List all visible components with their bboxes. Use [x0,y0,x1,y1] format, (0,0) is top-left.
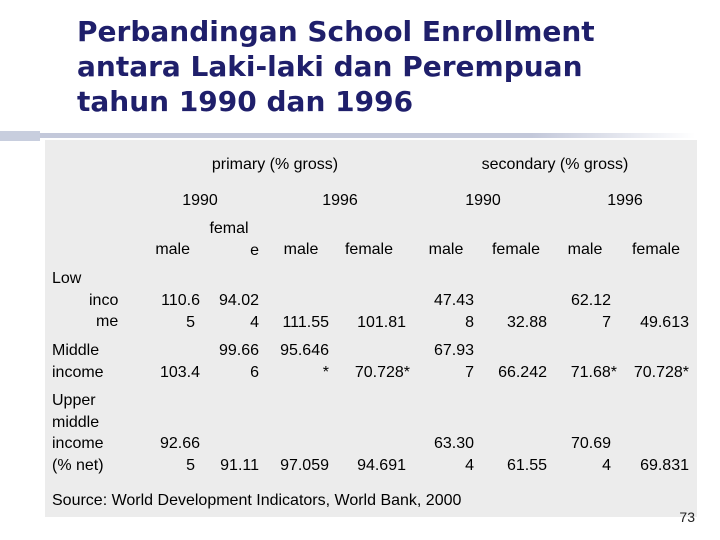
cell-line: 47.43 [433,292,474,309]
cell-upper-s1996-female: 69.831 [640,457,689,474]
header-s1996-female: female [631,241,681,258]
title-rule [40,133,695,138]
row-label-line: Low [52,270,82,287]
cell-mid-s1996-male: 71.68* [570,364,617,381]
cell-line: 4 [602,456,611,474]
header-secondary: secondary (% gross) [481,156,629,173]
cell-low-p1996-female: 101.81 [357,314,406,331]
header-p1996-male: male [283,241,319,258]
row-label-line: me [96,313,119,330]
header-line: femal [209,220,249,237]
title-line: Perbandingan School Enrollment [77,15,595,48]
cell-low-p1990-male: 110.6 5 [140,290,200,333]
header-primary-1996: 1996 [322,192,358,209]
cell-low-s1990-male: 47.43 8 [420,290,474,333]
cell-mid-s1990-female: 66.242 [498,364,547,381]
row-label-line: income [52,363,104,381]
cell-line: 67.93 [433,342,474,359]
cell-low-s1990-female: 32.88 [506,314,547,331]
cell-upper-p1990-male: 92.66 5 [140,433,200,476]
cell-line: 5 [186,456,195,474]
header-secondary-1996: 1996 [607,192,643,209]
cell-line: 6 [250,363,259,381]
cell-line: * [322,363,329,381]
header-s1996-male: male [567,241,603,258]
cell-mid-s1996-female: 70.728* [633,364,689,381]
cell-upper-s1990-male: 63.30 4 [420,433,474,476]
cell-line: 63.30 [433,435,474,452]
cell-upper-p1990-female: 91.11 [220,457,259,474]
row-label-line: (% net) [52,456,104,474]
page-number: 73 [679,509,695,525]
cell-low-s1996-male: 62.12 7 [555,290,611,333]
header-primary-1990: 1990 [182,192,218,209]
cell-line: 4 [465,456,474,474]
row-label-line: Upper [52,392,96,409]
cell-line: 5 [186,313,195,331]
title-line: tahun 1990 dan 1996 [77,85,414,118]
header-primary: primary (% gross) [211,156,339,173]
cell-upper-p1996-female: 94.691 [357,457,406,474]
cell-line: 62.12 [570,292,611,309]
row-label-low-income: Low inco me [52,268,127,333]
row-label-line: Middle [52,342,100,359]
cell-upper-p1996-male: 97.059 [280,457,329,474]
cell-mid-p1996-female: 70.728* [354,364,410,381]
source-note: Source: World Development Indicators, Wo… [52,492,462,509]
cell-upper-s1990-female: 61.55 [506,457,547,474]
cell-line: 4 [250,313,259,331]
header-s1990-male: male [428,241,464,258]
row-label-line: middle [52,413,100,431]
cell-line: 110.6 [161,292,200,309]
row-label-line: inco [89,291,119,309]
cell-upper-s1996-male: 70.69 4 [555,433,611,476]
header-secondary-1990: 1990 [465,192,501,209]
header-s1990-female: female [491,241,541,258]
header-p1996-female: female [344,241,394,258]
cell-line: 70.69 [570,435,611,452]
cell-mid-s1990-male: 67.93 7 [420,340,474,383]
cell-low-p1990-female: 94.02 4 [195,290,259,333]
cell-mid-p1990-female: 99.66 6 [195,340,259,383]
cell-mid-p1996-male: 95.646 * [267,340,329,383]
header-p1990-female: femal e [195,218,259,261]
row-label-line: income [52,435,104,452]
title-line: antara Laki-laki dan Perempuan [77,50,583,83]
cell-low-p1996-male: 111.55 [282,314,329,331]
enrollment-table: primary (% gross) secondary (% gross) 19… [45,140,697,517]
header-line: e [250,241,259,259]
cell-line: 7 [465,363,474,381]
cell-line: 94.02 [218,292,259,309]
cell-low-s1996-female: 49.613 [640,314,689,331]
cell-mid-p1990-male: 103.4 [159,364,200,381]
row-label-upper-middle-income: Upper middle income (% net) [52,390,132,476]
cell-line: 95.646 [280,342,329,359]
slide-title: Perbandingan School Enrollment antara La… [77,14,697,119]
cell-line: 92.66 [159,435,200,452]
row-label-middle-income: Middle income [52,340,127,383]
cell-line: 99.66 [218,342,259,359]
title-rule-accent [0,131,40,141]
cell-line: 7 [602,313,611,331]
header-p1990-male: male [155,241,190,258]
cell-line: 8 [465,313,474,331]
